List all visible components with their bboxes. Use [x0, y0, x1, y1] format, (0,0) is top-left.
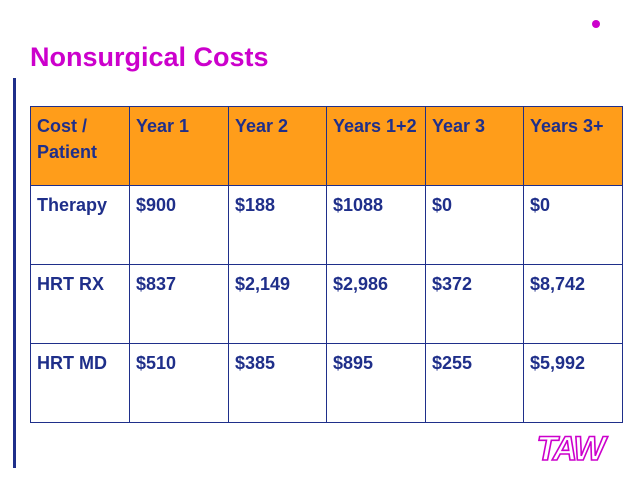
row-label: HRT RX: [30, 264, 130, 344]
table-cell: $900: [129, 185, 229, 265]
table-cell: $895: [326, 343, 426, 423]
row-label: Therapy: [30, 185, 130, 265]
header-year-1: Year 1: [129, 106, 229, 186]
row-label: HRT MD: [30, 343, 130, 423]
table-cell: $5,992: [523, 343, 623, 423]
table-cell: $0: [523, 185, 623, 265]
table-row: HRT MD $510 $385 $895 $255 $5,992: [30, 343, 623, 423]
table-cell: $255: [425, 343, 524, 423]
table-row: Therapy $900 $188 $1088 $0 $0: [30, 185, 623, 265]
table-cell: $188: [228, 185, 327, 265]
left-rule: [13, 78, 16, 468]
taw-logo-icon: TAW: [536, 429, 612, 468]
table-cell: $372: [425, 264, 524, 344]
table-cell: $2,986: [326, 264, 426, 344]
table-cell: $8,742: [523, 264, 623, 344]
table-cell: $510: [129, 343, 229, 423]
table-row: HRT RX $837 $2,149 $2,986 $372 $8,742: [30, 264, 623, 344]
header-year-3: Year 3: [425, 106, 524, 186]
header-years-1-2: Years 1+2: [326, 106, 426, 186]
table-cell: $0: [425, 185, 524, 265]
table-cell: $2,149: [228, 264, 327, 344]
header-years-3-plus: Years 3+: [523, 106, 623, 186]
svg-text:TAW: TAW: [536, 430, 608, 468]
table-cell: $385: [228, 343, 327, 423]
header-year-2: Year 2: [228, 106, 327, 186]
table-cell: $837: [129, 264, 229, 344]
bullet-dot-icon: [592, 20, 600, 28]
table-header-row: Cost / Patient Year 1 Year 2 Years 1+2 Y…: [30, 106, 623, 186]
table-cell: $1088: [326, 185, 426, 265]
header-cost-per-patient: Cost / Patient: [30, 106, 130, 186]
costs-table: Cost / Patient Year 1 Year 2 Years 1+2 Y…: [30, 106, 623, 423]
slide-title: Nonsurgical Costs: [30, 42, 269, 72]
